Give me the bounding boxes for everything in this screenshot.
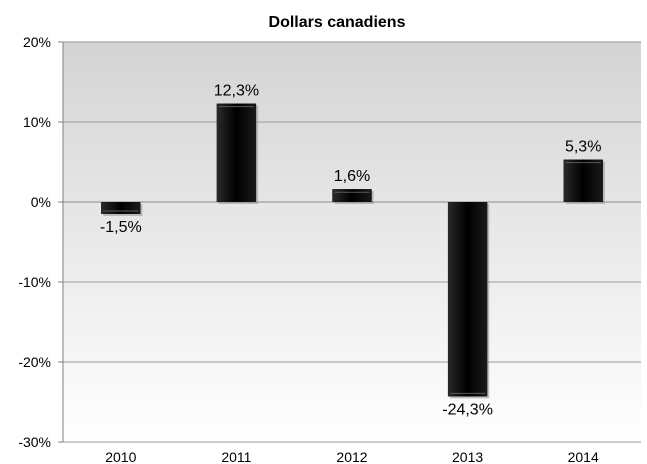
- y-axis: 20% 10% 0% -10% -20% -30%: [18, 34, 63, 450]
- y-tick-label: 20%: [23, 34, 51, 50]
- x-tick-label: 2014: [568, 449, 599, 464]
- y-tick-label: 0%: [31, 194, 51, 210]
- chart-title: Dollars canadiens: [269, 14, 406, 31]
- y-tick-label: -30%: [18, 434, 51, 450]
- y-tick-label: 10%: [23, 114, 51, 130]
- bar-shading: [101, 202, 141, 214]
- bar-shading: [332, 189, 372, 202]
- bar-shading: [216, 103, 257, 202]
- data-label: 5,3%: [565, 139, 601, 156]
- y-tick-label: -20%: [18, 354, 51, 370]
- data-label: 1,6%: [334, 168, 370, 185]
- plot-area: [63, 42, 641, 442]
- bar-shading: [563, 159, 603, 202]
- y-tick-label: -10%: [18, 274, 51, 290]
- data-label: -1,5%: [100, 219, 142, 236]
- x-tick-label: 2012: [336, 449, 367, 464]
- bar-shading: [447, 202, 488, 397]
- x-tick-label: 2013: [452, 449, 483, 464]
- x-tick-label: 2011: [221, 449, 251, 464]
- data-label: -24,3%: [442, 401, 493, 418]
- x-tick-label: 2010: [105, 449, 136, 464]
- x-axis: 2010 2011 2012 2013 2014: [105, 449, 599, 464]
- bar-series: -1,5% 12,3% 1,6% -24,3% 5,3%: [100, 83, 605, 418]
- data-label: 12,3%: [214, 83, 259, 100]
